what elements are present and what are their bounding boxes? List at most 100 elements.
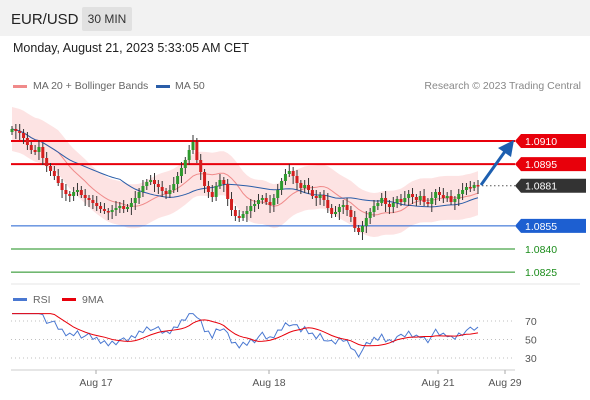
current-price-tag: 1.0881 [515,178,586,193]
candle [426,198,430,207]
candle [210,185,214,202]
candle [118,202,122,213]
candle [349,206,353,222]
candle [18,124,22,140]
candle [52,166,56,180]
candle [237,210,241,222]
candle [445,192,449,202]
candle [37,140,41,160]
candle [45,152,49,172]
candle [334,206,338,217]
candle [322,190,326,206]
ma9-legend-label: 9MA [82,294,104,306]
candle [106,208,110,220]
candle [145,179,149,190]
candle [314,190,318,206]
candle [214,182,218,201]
candle [79,186,83,198]
candle [418,191,422,205]
candle [260,195,264,204]
candle [172,177,176,193]
resistance-level-tag: 1.0895 [515,157,586,172]
candle [449,190,453,205]
candle [129,198,133,215]
candle [14,124,18,139]
candle [241,211,245,221]
candle [453,196,457,210]
candle [133,191,137,210]
rsi-ma9-line [12,313,479,347]
candle [87,195,91,207]
candle [326,193,330,213]
candle [411,188,415,204]
support-level-value: 1.0825 [525,267,557,279]
candle [391,197,395,213]
resistance-level-tag: 1.0910 [515,134,586,148]
candle [10,126,14,135]
candle [102,203,106,214]
candle [461,183,465,200]
support-level-value: 1.0840 [525,244,557,256]
candle [60,179,64,198]
candle [152,173,156,192]
candle [380,193,384,206]
candle [137,188,141,204]
candle [434,189,438,205]
candle [122,200,126,213]
candle [222,177,226,192]
candle [183,157,187,174]
candle [68,191,72,202]
candle [114,201,118,216]
rsi-tick-label: 70 [525,316,537,328]
candle [72,187,76,201]
candle [49,163,53,176]
ma9-legend-swatch [62,298,76,301]
rsi-legend-label: RSI [33,294,51,306]
candle [245,206,249,222]
candle [149,175,153,185]
candle [249,199,253,218]
candle [164,188,168,199]
candle [337,204,341,220]
candle [256,194,260,209]
candle [160,181,164,197]
resistance-level-value: 1.0910 [525,136,557,148]
bollinger-band [12,107,478,237]
candle [276,184,280,204]
candle [91,195,95,209]
candle [364,211,368,233]
rsi-tick-label: 30 [525,353,537,365]
candle [56,169,60,186]
candle [25,132,29,150]
candle [280,178,284,195]
x-axis-label: Aug 18 [252,377,285,389]
candle [75,183,79,196]
candle [303,180,307,193]
candle [233,206,237,221]
timeframe-button[interactable]: 30 MIN [82,7,132,31]
ma20-legend-label: MA 20 + Bollinger Bands [33,80,149,92]
ma20-legend-swatch [13,85,27,88]
candle [141,180,145,197]
candle [395,196,399,208]
candle [387,200,391,214]
x-axis-label: Aug 29 [488,377,521,389]
candle [83,189,87,206]
candle [368,208,372,224]
candle [472,182,476,191]
candle [206,181,210,198]
candle [283,169,287,185]
x-axis-label: Aug 17 [79,377,112,389]
candle [264,193,268,205]
current-price-value: 1.0881 [525,181,557,193]
candle [399,194,403,206]
candle [376,200,380,210]
candle [64,184,68,201]
ma50-legend-swatch [156,85,170,88]
report-datetime: Monday, August 21, 2023 5:33:05 AM CET [13,41,250,55]
candle [187,145,191,165]
header-bar: EUR/USD 30 MIN [0,0,590,36]
candle [22,129,26,144]
candle [41,143,45,165]
candle [384,191,388,212]
